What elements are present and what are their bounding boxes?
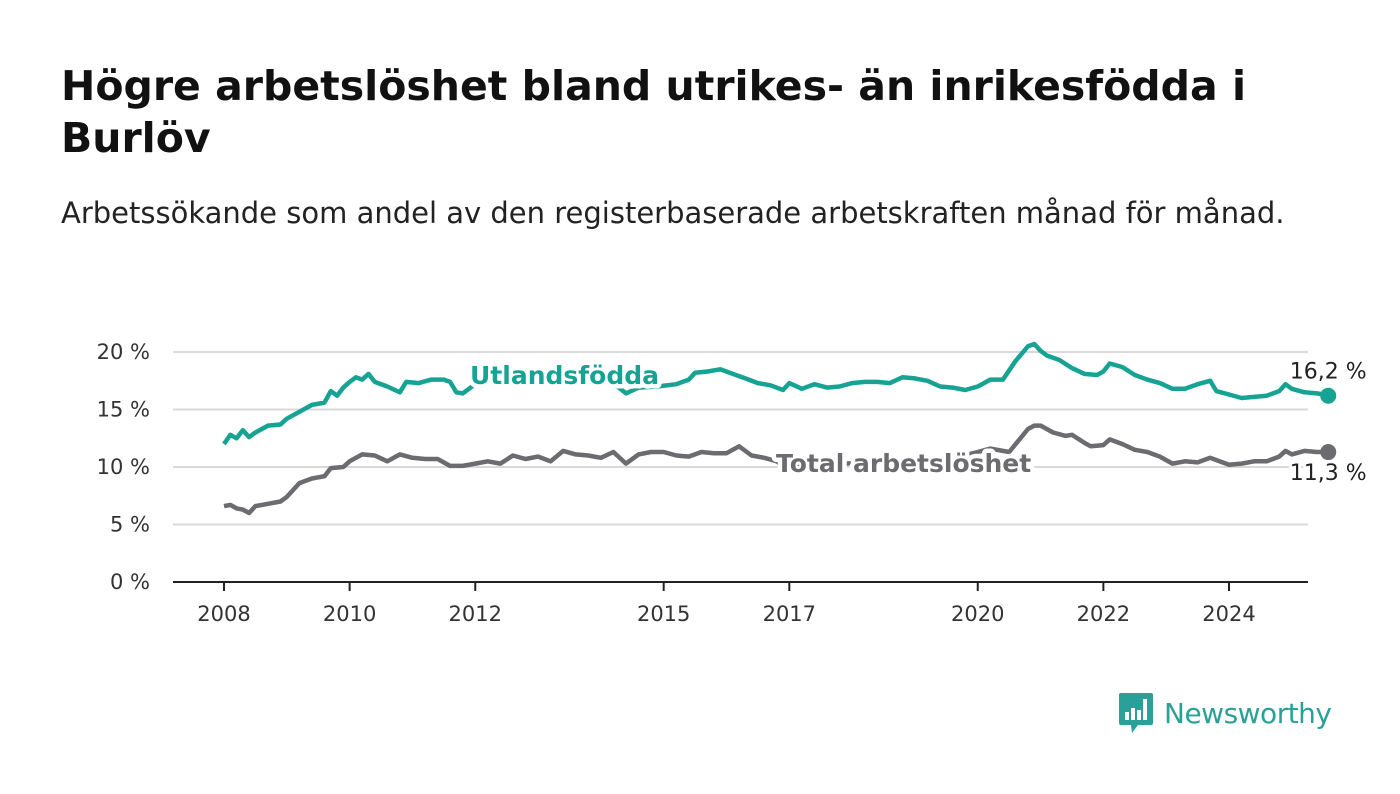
- series-line: [222, 341, 1329, 446]
- x-tick-label: 2022: [1077, 602, 1130, 626]
- page-subtitle: Arbetssökande som andel av den registerb…: [61, 196, 1285, 230]
- series-labels: Utlandsfödda Total arbetslöshet: [466, 357, 1036, 483]
- x-tick-label: 2015: [637, 602, 690, 626]
- end-markers: 16,2 % 11,3 %: [1287, 357, 1370, 489]
- x-tick-label: 2010: [323, 602, 376, 626]
- x-tick-label: 2008: [197, 602, 250, 626]
- gridlines: [173, 351, 1308, 526]
- series-lines: [222, 341, 1329, 516]
- series-label: Utlandsfödda: [470, 361, 659, 390]
- series-line: [223, 423, 1329, 516]
- newsworthy-brand: Newsworthy: [1118, 690, 1332, 736]
- y-tick-label: 0 %: [110, 570, 150, 594]
- x-tick-label: 2012: [449, 602, 502, 626]
- line-chart: 0 %5 %10 %15 %20 % 2008 2010 2012 2015 2017 2…: [96, 340, 1370, 626]
- y-tick-label: 10 %: [97, 455, 150, 479]
- series-end-label: 16,2 %: [1290, 360, 1367, 385]
- y-axis-tick-labels: 0 % 5 % 10 % 15 % 20 %: [97, 340, 150, 594]
- brand-name: Newsworthy: [1164, 696, 1332, 730]
- series-end-label: 11,3 %: [1290, 461, 1367, 486]
- newsworthy-logo-icon: [1119, 693, 1153, 733]
- series-end-point: [1320, 444, 1337, 461]
- series-end-point: [1320, 387, 1337, 404]
- y-tick-label: 15 %: [97, 398, 150, 422]
- y-tick-label: 20 %: [97, 340, 150, 364]
- x-tick-label: 2017: [763, 602, 816, 626]
- x-tick-label: 2020: [951, 602, 1004, 626]
- x-tick-label: 2024: [1202, 602, 1255, 626]
- page-title: Högre arbetslöshet bland utrikes- än inr…: [61, 62, 1246, 162]
- y-tick-label: 5 %: [110, 513, 150, 537]
- series-label: Total arbetslöshet: [776, 449, 1031, 478]
- x-axis-tick-labels: 2008 2010 2012 2015 2017 2020 2022 2024: [197, 582, 1256, 626]
